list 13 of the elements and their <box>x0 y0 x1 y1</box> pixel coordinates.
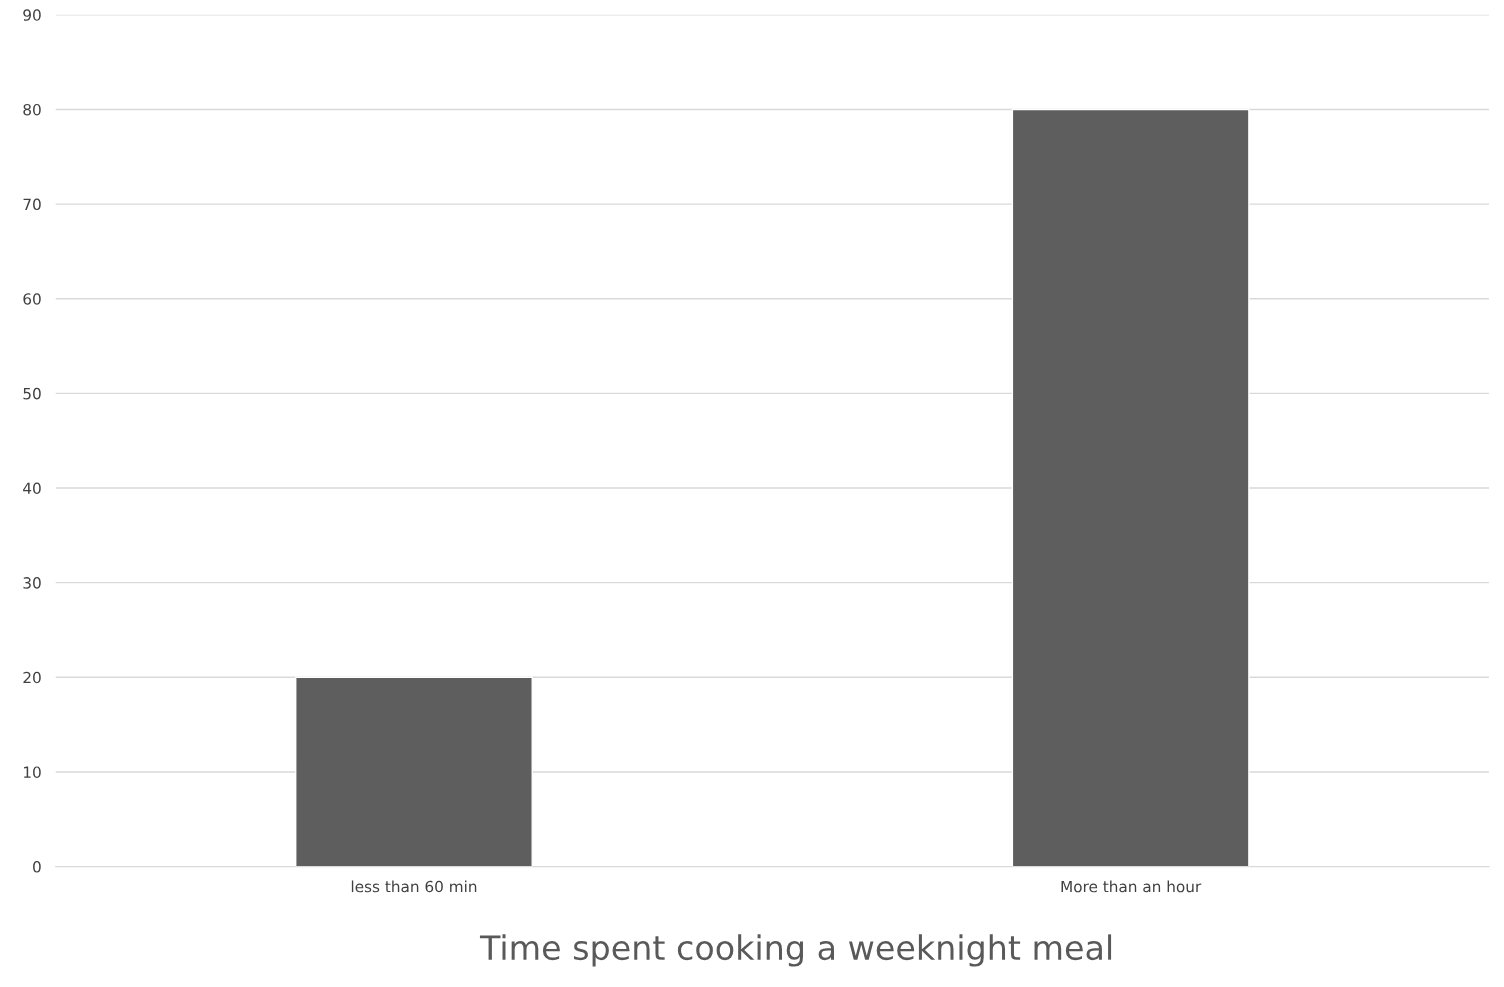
y-tick-label: 90 <box>23 9 41 21</box>
y-tick-label: 50 <box>23 387 41 400</box>
x-tick-label: less than 60 min <box>351 880 477 893</box>
y-tick-label: 80 <box>23 103 41 116</box>
y-tick-label: 0 <box>33 861 41 873</box>
y-tick-label: 10 <box>24 766 41 778</box>
y-tick-label: 60 <box>23 293 41 305</box>
text: Time spent cooking a weeknight meal <box>479 934 1112 967</box>
x-tick-label: More than an hour <box>1061 880 1202 893</box>
y-tick-label: 30 <box>23 577 41 589</box>
y-tick-label: 20 <box>23 671 41 684</box>
y-tick-label: 70 <box>23 198 41 211</box>
y-tick-label: 40 <box>23 482 41 495</box>
